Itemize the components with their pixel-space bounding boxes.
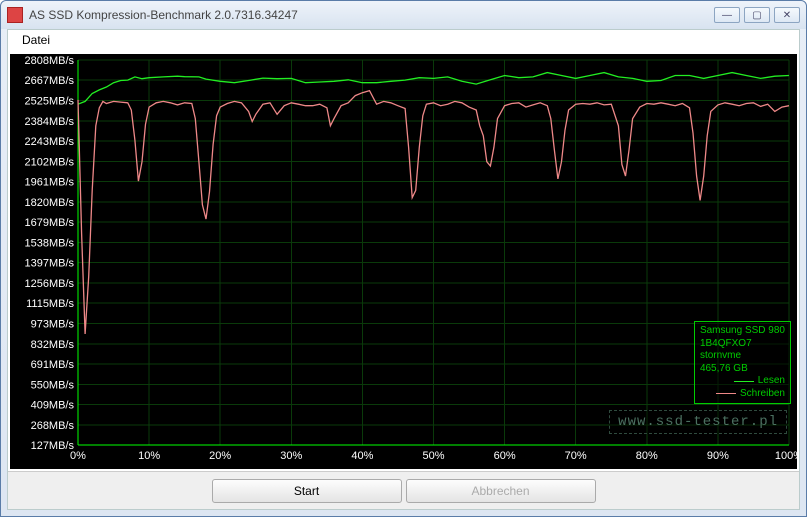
legend-item-write: Schreiben [700,388,785,401]
svg-text:268MB/s: 268MB/s [31,420,75,432]
abort-button[interactable]: Abbrechen [406,479,596,503]
svg-text:2243MB/s: 2243MB/s [24,136,74,148]
button-bar: Start Abbrechen [8,471,799,509]
legend-swatch-write [716,393,736,394]
svg-text:1115MB/s: 1115MB/s [26,298,74,310]
svg-text:2384MB/s: 2384MB/s [24,116,74,128]
svg-text:2667MB/s: 2667MB/s [24,75,74,87]
legend-label-write: Schreiben [740,388,785,401]
svg-text:691MB/s: 691MB/s [31,359,75,371]
chart-legend: Samsung SSD 980 1B4QFXO7 stornvme 465,76… [694,321,791,404]
svg-text:10%: 10% [138,450,160,462]
svg-text:2102MB/s: 2102MB/s [24,156,74,168]
svg-text:2525MB/s: 2525MB/s [24,96,74,108]
svg-text:20%: 20% [209,450,231,462]
svg-text:127MB/s: 127MB/s [31,440,75,452]
svg-text:100%: 100% [775,450,797,462]
maximize-button[interactable]: ▢ [744,7,770,23]
svg-text:409MB/s: 409MB/s [31,400,75,412]
svg-text:1256MB/s: 1256MB/s [24,278,74,290]
app-window: AS SSD Kompression-Benchmark 2.0.7316.34… [0,0,807,517]
svg-text:550MB/s: 550MB/s [31,379,75,391]
app-icon [7,7,23,23]
window-title: AS SSD Kompression-Benchmark 2.0.7316.34… [29,8,714,22]
svg-text:0%: 0% [70,450,86,462]
legend-driver: stornvme [700,350,785,363]
svg-text:1820MB/s: 1820MB/s [24,197,74,209]
legend-firmware: 1B4QFXO7 [700,338,785,351]
titlebar[interactable]: AS SSD Kompression-Benchmark 2.0.7316.34… [1,1,806,29]
svg-text:70%: 70% [565,450,587,462]
menubar: Datei [8,30,799,52]
close-button[interactable]: ✕ [774,7,800,23]
legend-capacity: 465,76 GB [700,363,785,376]
svg-text:90%: 90% [707,450,729,462]
svg-text:50%: 50% [422,450,444,462]
svg-text:30%: 30% [280,450,302,462]
watermark: www.ssd-tester.pl [609,410,787,434]
client-area: Datei 127MB/s 268MB/s 409MB/s 550MB/s 691MB/… [7,29,800,510]
menu-file[interactable]: Datei [16,31,56,49]
svg-text:80%: 80% [636,450,658,462]
legend-swatch-read [734,381,754,382]
chart-area: 127MB/s 268MB/s 409MB/s 550MB/s 691MB/s 832MB… [10,54,797,469]
svg-text:40%: 40% [351,450,373,462]
svg-text:1961MB/s: 1961MB/s [24,177,74,189]
svg-text:2808MB/s: 2808MB/s [24,55,74,67]
legend-label-read: Lesen [758,375,785,388]
chart-svg: 127MB/s 268MB/s 409MB/s 550MB/s 691MB/s 832MB… [10,54,797,469]
legend-item-read: Lesen [700,375,785,388]
window-controls: — ▢ ✕ [714,7,800,23]
start-button[interactable]: Start [212,479,402,503]
minimize-button[interactable]: — [714,7,740,23]
svg-text:60%: 60% [494,450,516,462]
svg-text:832MB/s: 832MB/s [31,339,75,351]
svg-text:1538MB/s: 1538MB/s [24,237,74,249]
svg-text:1679MB/s: 1679MB/s [24,217,74,229]
svg-text:973MB/s: 973MB/s [31,319,75,331]
svg-text:1397MB/s: 1397MB/s [24,258,74,270]
legend-device: Samsung SSD 980 [700,325,785,338]
